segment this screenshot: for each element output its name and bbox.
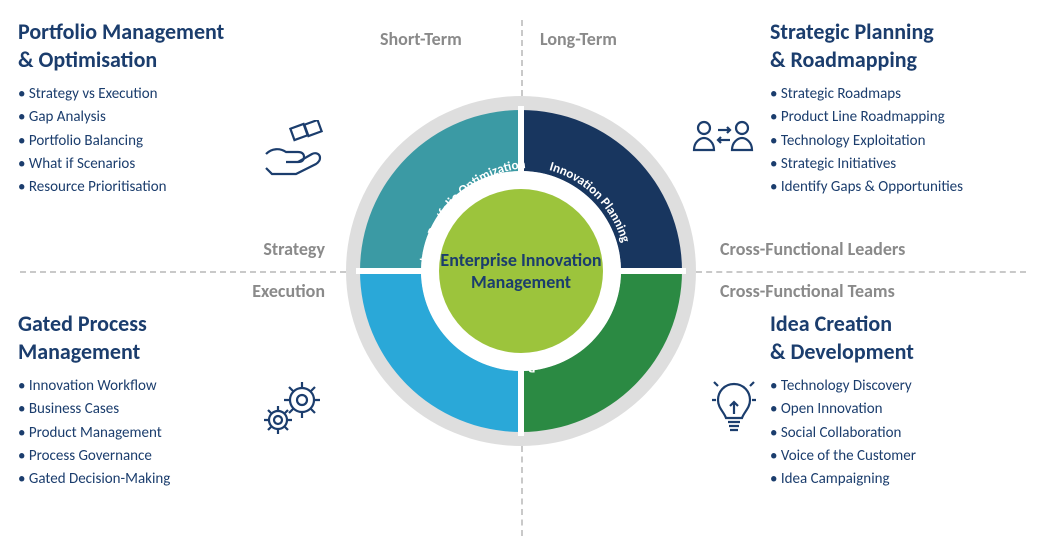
wheel-center-label: Enterprise Innovation Management	[439, 249, 603, 294]
q-br-item: Voice of the Customer	[770, 445, 1043, 468]
axis-cf-leaders: Cross-Functional Leaders	[720, 238, 905, 260]
quadrant-strategic: Strategic Planning & Roadmapping Strateg…	[770, 18, 1043, 199]
q-br-item: Idea Campaigning	[770, 468, 1043, 491]
q-br-item: Open Innovation	[770, 398, 1043, 421]
quadrant-idea: Idea Creation & Development Technology D…	[770, 310, 1043, 491]
divider-right	[696, 271, 1026, 273]
divider-left	[20, 271, 346, 273]
q-bl-title-2: Management	[18, 338, 140, 365]
q-br-title-1: Idea Creation	[770, 310, 892, 337]
axis-cf-teams: Cross-Functional Teams	[720, 280, 895, 302]
q-tl-title-1: Portfolio Management	[18, 18, 224, 45]
q-tl-item: Strategy vs Execution	[18, 83, 338, 106]
q-tr-item: Identify Gaps & Opportunities	[770, 176, 1043, 199]
q-bl-item: Gated Decision-Making	[18, 468, 338, 491]
lightbulb-icon	[712, 378, 756, 438]
q-tl-title-2: & Optimisation	[18, 46, 157, 73]
wheel-center: Enterprise Innovation Management	[439, 189, 603, 353]
axis-execution: Execution	[252, 280, 325, 302]
divider-top	[521, 20, 523, 96]
q-tr-item: Strategic Initiatives	[770, 153, 1043, 176]
q-tr-title-2: & Roadmapping	[770, 46, 917, 73]
q-tr-item: Technology Exploitation	[770, 130, 1043, 153]
q-tr-title-1: Strategic Planning	[770, 18, 934, 45]
q-br-item: Technology Discovery	[770, 375, 1043, 398]
axis-strategy: Strategy	[263, 238, 325, 260]
q-br-title-2: & Development	[770, 338, 914, 365]
divider-bottom	[521, 446, 523, 536]
people-exchange-icon	[692, 118, 754, 168]
q-tr-item: Strategic Roadmaps	[770, 83, 1043, 106]
q-bl-item: Process Governance	[18, 445, 338, 468]
axis-short-term: Short-Term	[380, 28, 462, 50]
axis-long-term: Long-Term	[540, 28, 617, 50]
q-bl-title-1: Gated Process	[18, 310, 147, 337]
innovation-wheel: Portfolio Optimization Innovation Planni…	[346, 96, 696, 446]
gears-icon	[262, 380, 326, 438]
q-tr-item: Product Line Roadmapping	[770, 106, 1043, 129]
q-tl-item: Resource Prioritisation	[18, 176, 338, 199]
hand-box-icon	[262, 120, 326, 176]
q-br-item: Social Collaboration	[770, 422, 1043, 445]
